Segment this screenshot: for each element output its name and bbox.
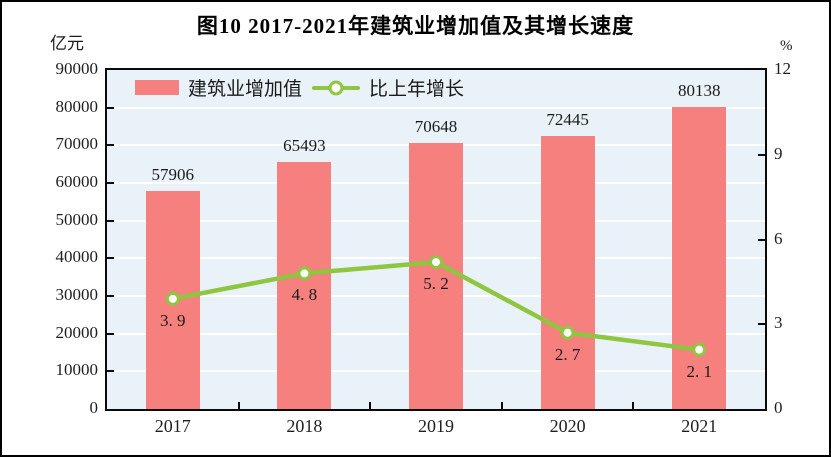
x-axis-year-label: 2018 — [286, 416, 323, 436]
left-axis-tick-label: 30000 — [55, 285, 99, 304]
bar-2017 — [145, 190, 200, 409]
left-tick — [107, 332, 114, 335]
chart-title: 图10 2017-2021年建筑业增加值及其增长速度 — [196, 14, 635, 38]
bottom-tick — [632, 402, 635, 409]
legend-label-bar: 建筑业增加值 — [188, 79, 303, 100]
bar-swatch-icon — [135, 80, 179, 95]
left-tick — [107, 257, 114, 260]
x-axis-year-label: 2019 — [418, 416, 454, 436]
bar-value-label: 57906 — [151, 164, 195, 184]
x-axis-year-label: 2020 — [549, 416, 586, 436]
plot-area: 57906 65493 70648 72445 80138 3. 9 4. 8 5. 2 2. … — [105, 68, 767, 411]
gridline — [107, 106, 765, 109]
bottom-tick — [369, 402, 372, 409]
left-tick — [107, 144, 114, 147]
rate-value-label: 5. 2 — [423, 274, 449, 294]
rate-value-label: 4. 8 — [291, 285, 318, 305]
left-axis-tick-label: 70000 — [55, 134, 99, 154]
legend-label-line: 比上年增长 — [369, 79, 465, 100]
bottom-tick — [500, 402, 503, 409]
legend-item-line: 比上年增长 — [312, 74, 464, 101]
bar-value-label: 72445 — [546, 110, 589, 130]
left-tick — [107, 295, 114, 297]
left-axis-unit-label: 亿元 — [50, 34, 84, 53]
right-axis-unit-label: % — [780, 38, 793, 54]
bottom-tick — [237, 402, 240, 409]
left-axis-tick-label: 80000 — [55, 96, 99, 116]
right-axis-tick-label: 12 — [774, 59, 791, 78]
left-axis-tick-label: 10000 — [55, 360, 99, 380]
bar-2020 — [540, 136, 595, 409]
right-tick — [758, 153, 765, 156]
rate-value-label: 2. 7 — [554, 344, 581, 364]
x-axis-year-label: 2021 — [681, 416, 718, 436]
left-axis-tick-label: 20000 — [55, 322, 99, 342]
left-tick — [107, 182, 114, 184]
right-axis-tick-label: 0 — [774, 398, 783, 417]
left-axis-tick-label: 60000 — [55, 172, 99, 191]
bar-value-label: 70648 — [414, 116, 458, 136]
left-tick — [107, 370, 114, 373]
bar-value-label: 65493 — [283, 136, 326, 156]
left-tick — [107, 106, 114, 109]
x-axis-year-label: 2017 — [154, 416, 191, 436]
right-axis-tick-label: 6 — [774, 228, 783, 248]
right-axis-tick-label: 3 — [774, 313, 783, 333]
left-tick — [107, 219, 114, 222]
right-axis-tick-label: 9 — [774, 143, 783, 163]
left-axis-tick-label: 0 — [89, 398, 99, 417]
rate-value-label: 3. 9 — [160, 310, 186, 330]
right-tick — [758, 238, 765, 241]
left-axis-tick-label: 90000 — [55, 59, 99, 78]
left-axis-tick-label: 50000 — [55, 209, 99, 229]
left-axis-tick-label: 40000 — [55, 247, 99, 267]
legend: 建筑业增加值 比上年增长 — [135, 74, 464, 101]
line-marker-icon — [312, 80, 361, 96]
bar-2021 — [672, 107, 727, 409]
legend-item-bar: 建筑业增加值 — [135, 74, 302, 101]
right-tick — [758, 323, 765, 326]
rate-value-label: 2. 1 — [686, 361, 712, 381]
bar-value-label: 80138 — [677, 81, 721, 101]
